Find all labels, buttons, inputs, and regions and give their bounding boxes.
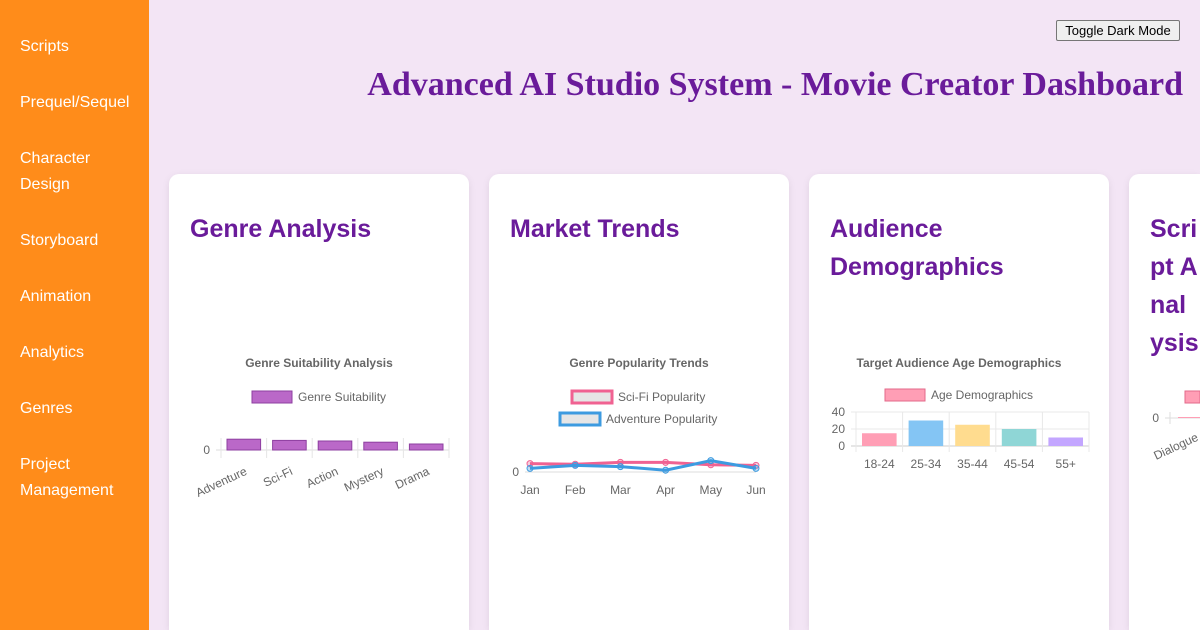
x-tick-label: Sci-Fi — [261, 464, 295, 490]
bar — [317, 440, 353, 451]
sidebar-item-scripts[interactable]: Scripts — [20, 38, 69, 55]
age-demographics-chart: Target Audience Age Demographics Age Demo… — [832, 356, 1090, 471]
genre-analysis-card: Genre Analysis Genre Suitability Analysi… — [169, 174, 469, 630]
x-tick-label: Mystery — [342, 464, 386, 494]
series-line — [529, 459, 757, 472]
sidebar-item-prequel-sequel[interactable]: Prequel/Sequel — [20, 94, 130, 111]
x-tick-label: 18-24 — [864, 457, 895, 471]
market-trends-card: Market Trends Genre Popularity Trends Sci… — [489, 174, 789, 630]
legend-label: Age Demographics — [931, 388, 1033, 402]
data-point — [526, 460, 534, 468]
data-point — [707, 457, 715, 465]
x-tick-label: 45-54 — [1004, 457, 1035, 471]
x-tick-label: Drama — [393, 464, 432, 492]
bar — [1048, 437, 1083, 446]
x-tick-label: Jan — [520, 483, 539, 497]
bar — [862, 433, 897, 446]
y-tick-label: 0 — [203, 443, 210, 457]
sidebar: Scripts Prequel/Sequel Character Design … — [0, 0, 149, 630]
legend-label: Sci-Fi Popularity — [618, 390, 705, 404]
data-point — [662, 458, 670, 466]
bar — [955, 424, 990, 446]
sidebar-item-character-design[interactable]: Character Design — [20, 150, 91, 193]
y-tick-label: 0 — [838, 439, 845, 453]
sidebar-item-genres[interactable]: Genres — [20, 400, 73, 417]
x-tick-label: Action — [304, 464, 340, 491]
legend-swatch — [884, 388, 926, 402]
series-line — [529, 460, 757, 467]
data-point — [662, 466, 670, 474]
genre-popularity-chart: Genre Popularity Trends Sci-Fi Popularity… — [512, 356, 765, 497]
card-title: Script Analysis — [1150, 215, 1199, 357]
y-tick-label: 0 — [512, 465, 519, 479]
y-tick-label: 20 — [832, 422, 846, 436]
legend-swatch — [251, 390, 293, 404]
x-tick-label: Apr — [656, 483, 675, 497]
legend-label: Adventure Popularity — [606, 412, 717, 426]
x-tick-label: 55+ — [1056, 457, 1076, 471]
x-tick-label: Dialogue — [1151, 430, 1200, 463]
chart-title: Target Audience Age Demographics — [857, 356, 1062, 370]
data-point — [571, 461, 579, 469]
genre-suitability-chart: Genre Suitability Analysis Genre Suitabil… — [194, 356, 450, 500]
page-title: Advanced AI Studio System - Movie Creato… — [367, 66, 1183, 103]
chart-title: Genre Suitability Analysis — [245, 356, 393, 370]
bar — [1001, 429, 1037, 446]
sidebar-item-project-management[interactable]: Project Management — [20, 456, 114, 499]
x-tick-label: 35-44 — [957, 457, 988, 471]
data-point — [616, 463, 624, 471]
bar — [908, 420, 944, 446]
card-title: Market Trends — [510, 215, 680, 243]
sidebar-item-animation[interactable]: Animation — [20, 288, 92, 305]
audience-demographics-card: Audience Demographics Target Audience Ag… — [809, 174, 1109, 630]
bar — [226, 438, 262, 451]
card-title: Genre Analysis — [190, 215, 372, 243]
x-tick-label: May — [699, 483, 722, 497]
bar — [1178, 417, 1200, 418]
bar — [408, 443, 444, 451]
x-tick-label: Adventure — [194, 464, 250, 500]
legend-label: Genre Suitability — [298, 390, 386, 404]
data-point — [752, 464, 760, 472]
sidebar-item-analytics[interactable]: Analytics — [20, 344, 85, 361]
y-tick-label: 0 — [1152, 411, 1159, 425]
sidebar-item-storyboard[interactable]: Storyboard — [20, 232, 99, 249]
script-chart: 0 Dialogue — [1151, 390, 1200, 463]
script-analysis-card: Script Analysis 0 Dialogue — [1129, 174, 1200, 630]
chart-title: Genre Popularity Trends — [569, 356, 709, 370]
toggle-dark-mode-button[interactable]: Toggle Dark Mode — [1056, 20, 1180, 41]
legend-swatch — [570, 389, 614, 405]
x-tick-label: Jun — [746, 483, 765, 497]
y-tick-label: 40 — [832, 405, 846, 419]
legend-swatch — [558, 411, 602, 427]
x-tick-label: Feb — [565, 483, 586, 497]
legend-swatch — [1184, 390, 1200, 404]
bar — [363, 441, 398, 451]
data-point — [526, 464, 534, 472]
card-title: Audience Demographics — [830, 215, 1004, 281]
bar — [272, 439, 307, 451]
x-tick-label: Mar — [610, 483, 631, 497]
x-tick-label: 25-34 — [911, 457, 942, 471]
